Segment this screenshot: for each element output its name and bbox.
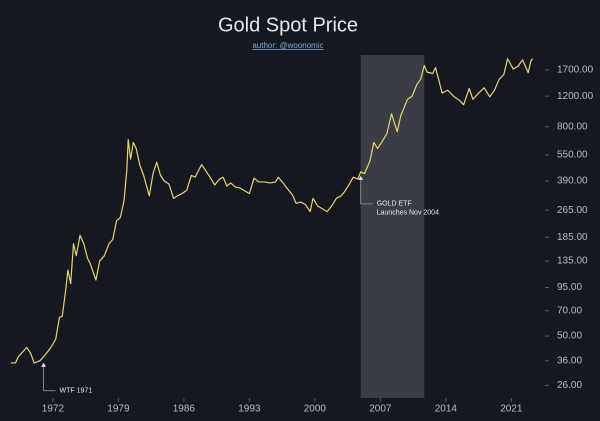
highlight-band: [360, 55, 425, 398]
y-tick-label: 95.00: [557, 282, 582, 293]
annotation-arrow: [360, 178, 373, 205]
y-tick-label: 265.00: [557, 205, 588, 216]
y-tick-label: 1200.00: [557, 91, 594, 102]
y-tick-label: 135.00: [557, 256, 588, 267]
x-tick-label: 2021: [500, 404, 523, 415]
y-tick-label: 70.00: [557, 305, 582, 316]
x-tick-label: 2000: [304, 404, 327, 415]
y-tick-label: 50.00: [557, 331, 582, 342]
y-tick-label: 36.00: [557, 355, 582, 366]
y-tick-label: 390.00: [557, 176, 588, 187]
annotation-text: Launches Nov 2004: [377, 210, 439, 217]
y-tick-label: 1700.00: [557, 65, 594, 76]
y-tick-label: 800.00: [557, 121, 588, 132]
annotation-text: WTF 1971: [60, 388, 93, 395]
y-tick-label: 185.00: [557, 232, 588, 243]
price-line: [10, 58, 534, 364]
x-tick-label: 2007: [369, 404, 392, 415]
chart-title: Gold Spot Price: [218, 14, 358, 36]
x-tick-label: 2014: [435, 404, 458, 415]
x-tick-label: 1993: [238, 404, 261, 415]
x-tick-label: 1972: [42, 404, 65, 415]
x-tick-label: 1986: [173, 404, 196, 415]
annotation-arrow: [43, 365, 56, 392]
annotation-arrowhead: [41, 362, 47, 367]
annotation-arrowhead: [358, 175, 364, 180]
annotation-text: GOLD ETF: [377, 201, 412, 208]
y-tick-label: 26.00: [557, 380, 582, 391]
x-tick-label: 1979: [107, 404, 130, 415]
y-tick-label: 550.00: [557, 150, 588, 161]
author-link[interactable]: author: @woonomic: [252, 41, 323, 50]
